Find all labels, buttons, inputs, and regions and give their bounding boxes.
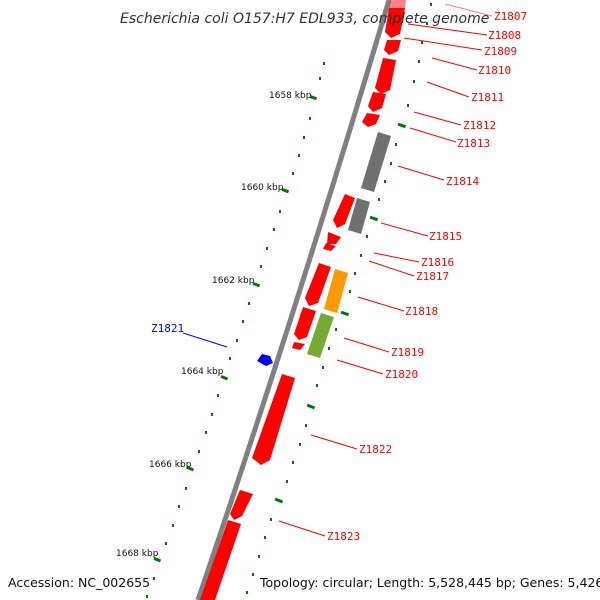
- kbp-labels: 1658 kbp 1660 kbp 1662 kbp 1664 kbp 1666…: [116, 91, 312, 559]
- kbp-label-1662: 1662 kbp: [212, 276, 255, 286]
- kbp-label-1658: 1658 kbp: [269, 91, 312, 101]
- kbp-label-1668: 1668 kbp: [116, 549, 159, 559]
- gene-z1821[interactable]: [257, 354, 273, 366]
- gene-z1808[interactable]: [385, 8, 405, 38]
- label-z1821[interactable]: Z1821: [151, 322, 184, 335]
- label-z1813[interactable]: Z1813: [457, 137, 490, 150]
- label-z1814[interactable]: Z1814: [446, 175, 479, 188]
- label-z1810[interactable]: Z1810: [478, 64, 511, 77]
- genome-backbone: [195, 0, 392, 600]
- label-z1811[interactable]: Z1811: [471, 91, 504, 104]
- label-z1807[interactable]: Z1807: [494, 10, 527, 23]
- accession-text: Accession: NC_002655: [8, 575, 150, 590]
- label-z1815[interactable]: Z1815: [429, 230, 462, 243]
- gene-z1823[interactable]: [230, 490, 253, 520]
- gene-z1810[interactable]: [375, 58, 396, 94]
- gene-labels: Z1807 Z1808 Z1809 Z1810 Z1811 Z1812 Z181…: [151, 10, 527, 543]
- genome-title: Escherichia coli O157:H7 EDL933, complet…: [120, 11, 489, 27]
- label-z1808[interactable]: Z1808: [488, 29, 521, 42]
- gene-z1815[interactable]: [348, 198, 370, 234]
- gene-features: [200, 0, 406, 600]
- gene-z1822[interactable]: [252, 374, 295, 465]
- topology-summary: Topology: circular; Length: 5,528,445 bp…: [259, 575, 600, 590]
- label-z1816[interactable]: Z1816: [421, 256, 454, 269]
- gene-z1816b[interactable]: [323, 243, 336, 251]
- kbp-label-1666: 1666 kbp: [149, 460, 192, 470]
- kbp-label-1660: 1660 kbp: [241, 183, 284, 193]
- gene-z1816[interactable]: [327, 232, 341, 244]
- label-leader-lines: [182, 3, 493, 537]
- gene-z1820[interactable]: [294, 307, 316, 340]
- gene-z1814[interactable]: [333, 194, 355, 228]
- label-z1818[interactable]: Z1818: [405, 305, 438, 318]
- gene-z1819[interactable]: [307, 313, 334, 358]
- gene-z1818[interactable]: [305, 263, 331, 306]
- inner-scale-ring: [146, 62, 325, 598]
- label-z1823[interactable]: Z1823: [327, 530, 360, 543]
- gene-z1812[interactable]: [362, 113, 380, 127]
- label-z1809[interactable]: Z1809: [484, 45, 517, 58]
- outer-scale-ring: [246, 3, 432, 594]
- gene-z1809[interactable]: [384, 40, 401, 55]
- gene-z1820b[interactable]: [292, 342, 305, 350]
- label-z1819[interactable]: Z1819: [391, 346, 424, 359]
- label-z1812[interactable]: Z1812: [463, 119, 496, 132]
- label-z1817[interactable]: Z1817: [416, 270, 449, 283]
- gene-z1811[interactable]: [368, 92, 386, 112]
- kbp-label-1664: 1664 kbp: [181, 367, 224, 377]
- gene-z1824[interactable]: [200, 520, 241, 600]
- label-z1820[interactable]: Z1820: [385, 368, 418, 381]
- gene-z1817[interactable]: [324, 269, 348, 313]
- gene-z1813[interactable]: [361, 132, 391, 192]
- label-z1822[interactable]: Z1822: [359, 443, 392, 456]
